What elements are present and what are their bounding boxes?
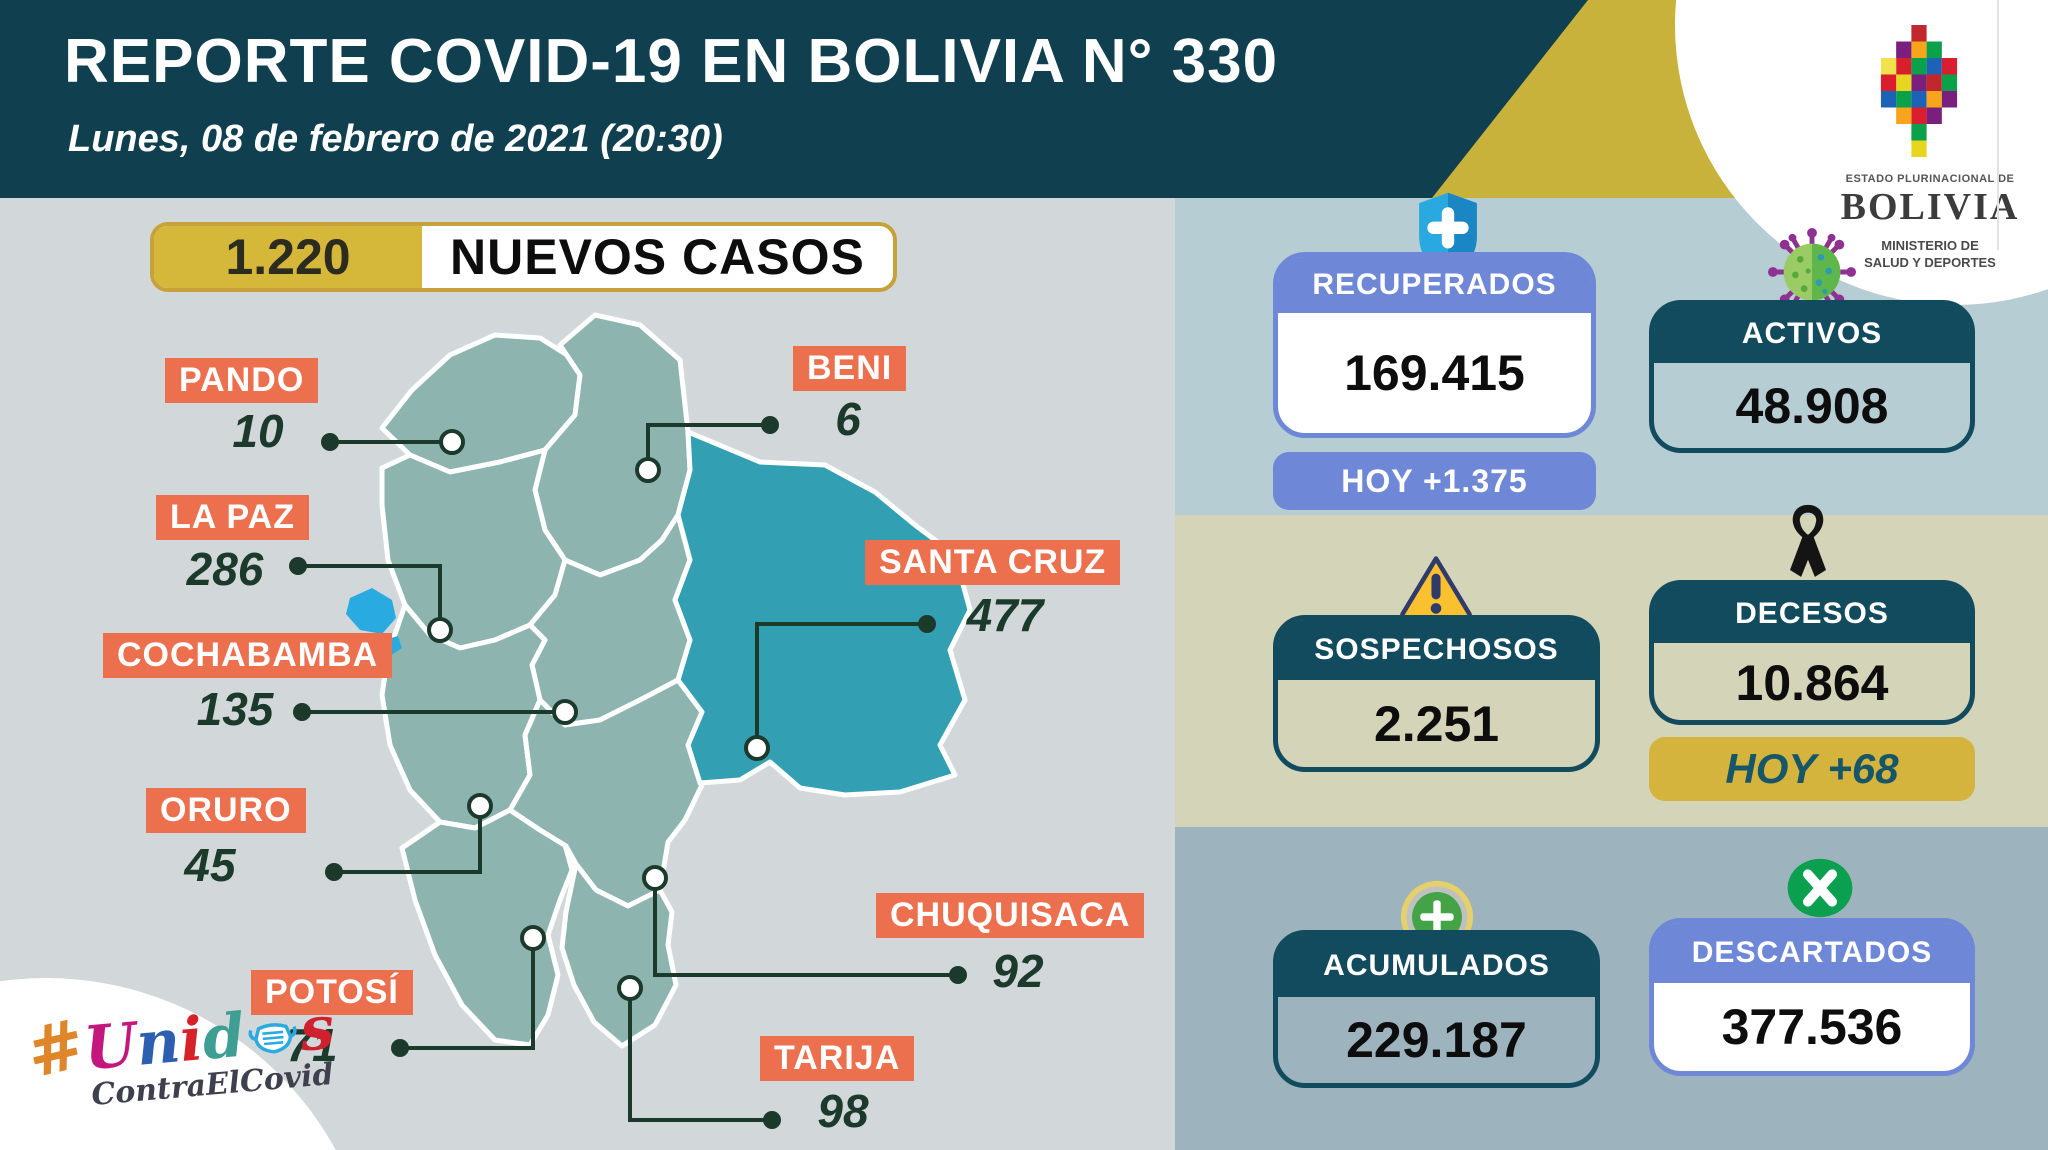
dept-value-pando: 10 xyxy=(232,405,284,457)
page-title: REPORTE COVID-19 EN BOLIVIA N° 330 xyxy=(64,27,1279,96)
dept-label-santa-cruz: SANTA CRUZ xyxy=(865,540,1121,585)
lake-titicaca xyxy=(346,588,396,634)
dept-label-tarija: TARIJA xyxy=(760,1036,915,1081)
logo-divider-line xyxy=(1997,0,1999,250)
mourning-ribbon-icon xyxy=(1790,504,1826,577)
new-cases-badge: 1.220 NUEVOS CASOS xyxy=(150,222,897,292)
card-descartados-title: DESCARTADOS xyxy=(1654,923,1970,983)
dept-value-tarija: 98 xyxy=(817,1085,869,1137)
x-circle-icon xyxy=(1787,858,1853,918)
dept-value-la-paz: 286 xyxy=(186,543,264,595)
card-decesos-title: DECESOS xyxy=(1654,585,1970,643)
warning-triangle-icon xyxy=(1399,556,1473,622)
dept-label-oruro: ORURO xyxy=(146,788,306,833)
campaign-logo: #Unid s ContraElCovid xyxy=(19,985,340,1118)
new-cases-value: 1.220 xyxy=(154,226,422,288)
card-recuperados-title: RECUPERADOS xyxy=(1278,257,1591,313)
dept-value-beni: 6 xyxy=(835,393,861,445)
card-sospechosos-value: 2.251 xyxy=(1373,695,1500,752)
report-date: Lunes, 08 de febrero de 2021 (20:30) xyxy=(68,118,723,160)
recuperados-today-badge: HOY +1.375 xyxy=(1273,452,1596,510)
dept-label-la-paz: LA PAZ xyxy=(156,495,309,540)
card-activos-value: 48.908 xyxy=(1735,377,1889,434)
card-sospechosos: SOSPECHOSOS 2.251 xyxy=(1273,615,1600,772)
callout-lines xyxy=(298,423,958,1122)
callout-label-dots xyxy=(289,416,967,1129)
virus-icon xyxy=(1768,228,1856,316)
dept-label-cochabamba: COCHABAMBA xyxy=(103,633,393,678)
card-descartados-value: 377.536 xyxy=(1721,999,1903,1055)
card-activos-title: ACTIVOS xyxy=(1654,305,1970,363)
logo-text-ministerio: MINISTERIO DE SALUD Y DEPORTES xyxy=(1864,238,1996,270)
logo-text-bolivia: BOLIVIA xyxy=(1840,186,2020,228)
dept-label-beni: BENI xyxy=(793,346,907,391)
decesos-today-badge: HOY +68 xyxy=(1649,737,1975,801)
dept-value-oruro: 45 xyxy=(184,839,236,891)
card-acumulados-title: ACUMULADOS xyxy=(1278,935,1595,997)
card-descartados: DESCARTADOS 377.536 xyxy=(1649,918,1975,1076)
card-decesos: DECESOS 10.864 xyxy=(1649,580,1975,725)
logo-text-estado: ESTADO PLURINACIONAL DE xyxy=(1845,173,2015,185)
card-recuperados: RECUPERADOS 169.415 xyxy=(1273,252,1596,438)
dept-value-chuquisaca: 92 xyxy=(992,945,1044,997)
card-acumulados-value: 229.187 xyxy=(1346,1012,1527,1068)
dept-label-chuquisaca: CHUQUISACA xyxy=(876,893,1145,938)
card-sospechosos-title: SOSPECHOSOS xyxy=(1278,620,1595,680)
face-mask-icon xyxy=(248,1022,297,1054)
card-decesos-value: 10.864 xyxy=(1735,654,1889,711)
callout-map-dots xyxy=(427,429,770,1001)
map-region-santa-cruz xyxy=(672,429,973,798)
dept-label-pando: PANDO xyxy=(165,358,319,403)
bolivia-textile-cross-icon xyxy=(1880,25,1958,157)
dept-value-cochabamba: 135 xyxy=(196,683,274,735)
map-region-potosi xyxy=(399,807,575,1048)
campaign-hashtag-word: #Unid s xyxy=(19,992,338,1095)
dept-value-santa-cruz: 477 xyxy=(966,589,1044,641)
new-cases-label: NUEVOS CASOS xyxy=(450,229,865,285)
card-recuperados-value: 169.415 xyxy=(1344,345,1525,401)
card-activos: ACTIVOS 48.908 xyxy=(1649,300,1975,453)
card-acumulados: ACUMULADOS 229.187 xyxy=(1273,930,1600,1088)
dept-label-potosi: POTOSÍ xyxy=(251,970,413,1015)
map-region-tarija xyxy=(559,861,679,1049)
map-region-chuquisaca xyxy=(507,677,705,909)
